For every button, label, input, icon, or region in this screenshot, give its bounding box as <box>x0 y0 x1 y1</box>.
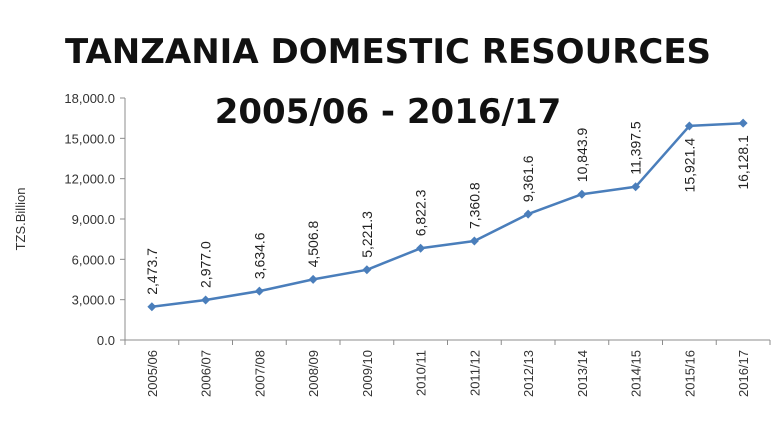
x-tick-label: 2015/16 <box>682 350 697 397</box>
y-tick-label: 12,000.0 <box>64 172 115 187</box>
series-line <box>151 121 744 308</box>
y-tick-label: 15,000.0 <box>64 131 115 146</box>
x-tick-label: 2006/07 <box>199 350 214 397</box>
data-label: 15,921.4 <box>681 138 697 193</box>
data-point <box>738 118 748 128</box>
x-tick-label: 2009/10 <box>360 350 375 397</box>
data-label: 10,843.9 <box>574 127 590 182</box>
data-point <box>362 265 372 275</box>
x-tick-label: 2005/06 <box>145 350 160 397</box>
x-tick-label: 2016/17 <box>736 350 751 397</box>
data-point <box>523 209 533 219</box>
data-label: 2,473.7 <box>144 248 160 295</box>
data-label: 9,361.6 <box>520 155 536 202</box>
y-tick-label: 18,000.0 <box>64 91 115 106</box>
y-tick-label: 9,000.0 <box>72 212 115 227</box>
data-point <box>631 182 641 192</box>
x-tick-label: 2011/12 <box>467 350 482 396</box>
data-label: 4,506.8 <box>305 220 321 267</box>
data-label: 16,128.1 <box>735 135 751 190</box>
data-label: 2,977.0 <box>198 241 214 288</box>
data-point <box>254 286 264 296</box>
data-point <box>684 121 694 131</box>
x-tick-label: 2013/14 <box>575 350 590 397</box>
x-tick-label: 2008/09 <box>306 350 321 397</box>
y-tick-label: 0.0 <box>97 333 115 348</box>
y-tick-label: 3,000.0 <box>72 293 115 308</box>
y-axis-label: TZS.Billion <box>13 188 28 251</box>
y-tick-label: 6,000.0 <box>72 252 115 267</box>
x-tick-label: 2014/15 <box>629 350 644 397</box>
data-point <box>577 189 587 199</box>
data-point <box>416 243 426 253</box>
x-tick-label: 2007/08 <box>252 350 267 397</box>
data-label: 5,221.3 <box>359 211 375 258</box>
x-tick-label: 2010/11 <box>414 350 429 396</box>
data-point <box>469 236 479 246</box>
data-label: 3,634.6 <box>251 232 267 279</box>
data-point <box>201 295 211 305</box>
data-label: 11,397.5 <box>628 121 644 175</box>
data-label: 7,360.8 <box>466 182 482 229</box>
data-label: 6,822.3 <box>413 189 429 236</box>
data-point <box>147 302 157 312</box>
chart-title: TANZANIA DOMESTIC RESOURCES <box>65 32 711 72</box>
x-tick-label: 2012/13 <box>521 350 536 397</box>
data-point <box>308 274 318 284</box>
chart-subtitle: 2005/06 - 2016/17 <box>215 92 562 132</box>
